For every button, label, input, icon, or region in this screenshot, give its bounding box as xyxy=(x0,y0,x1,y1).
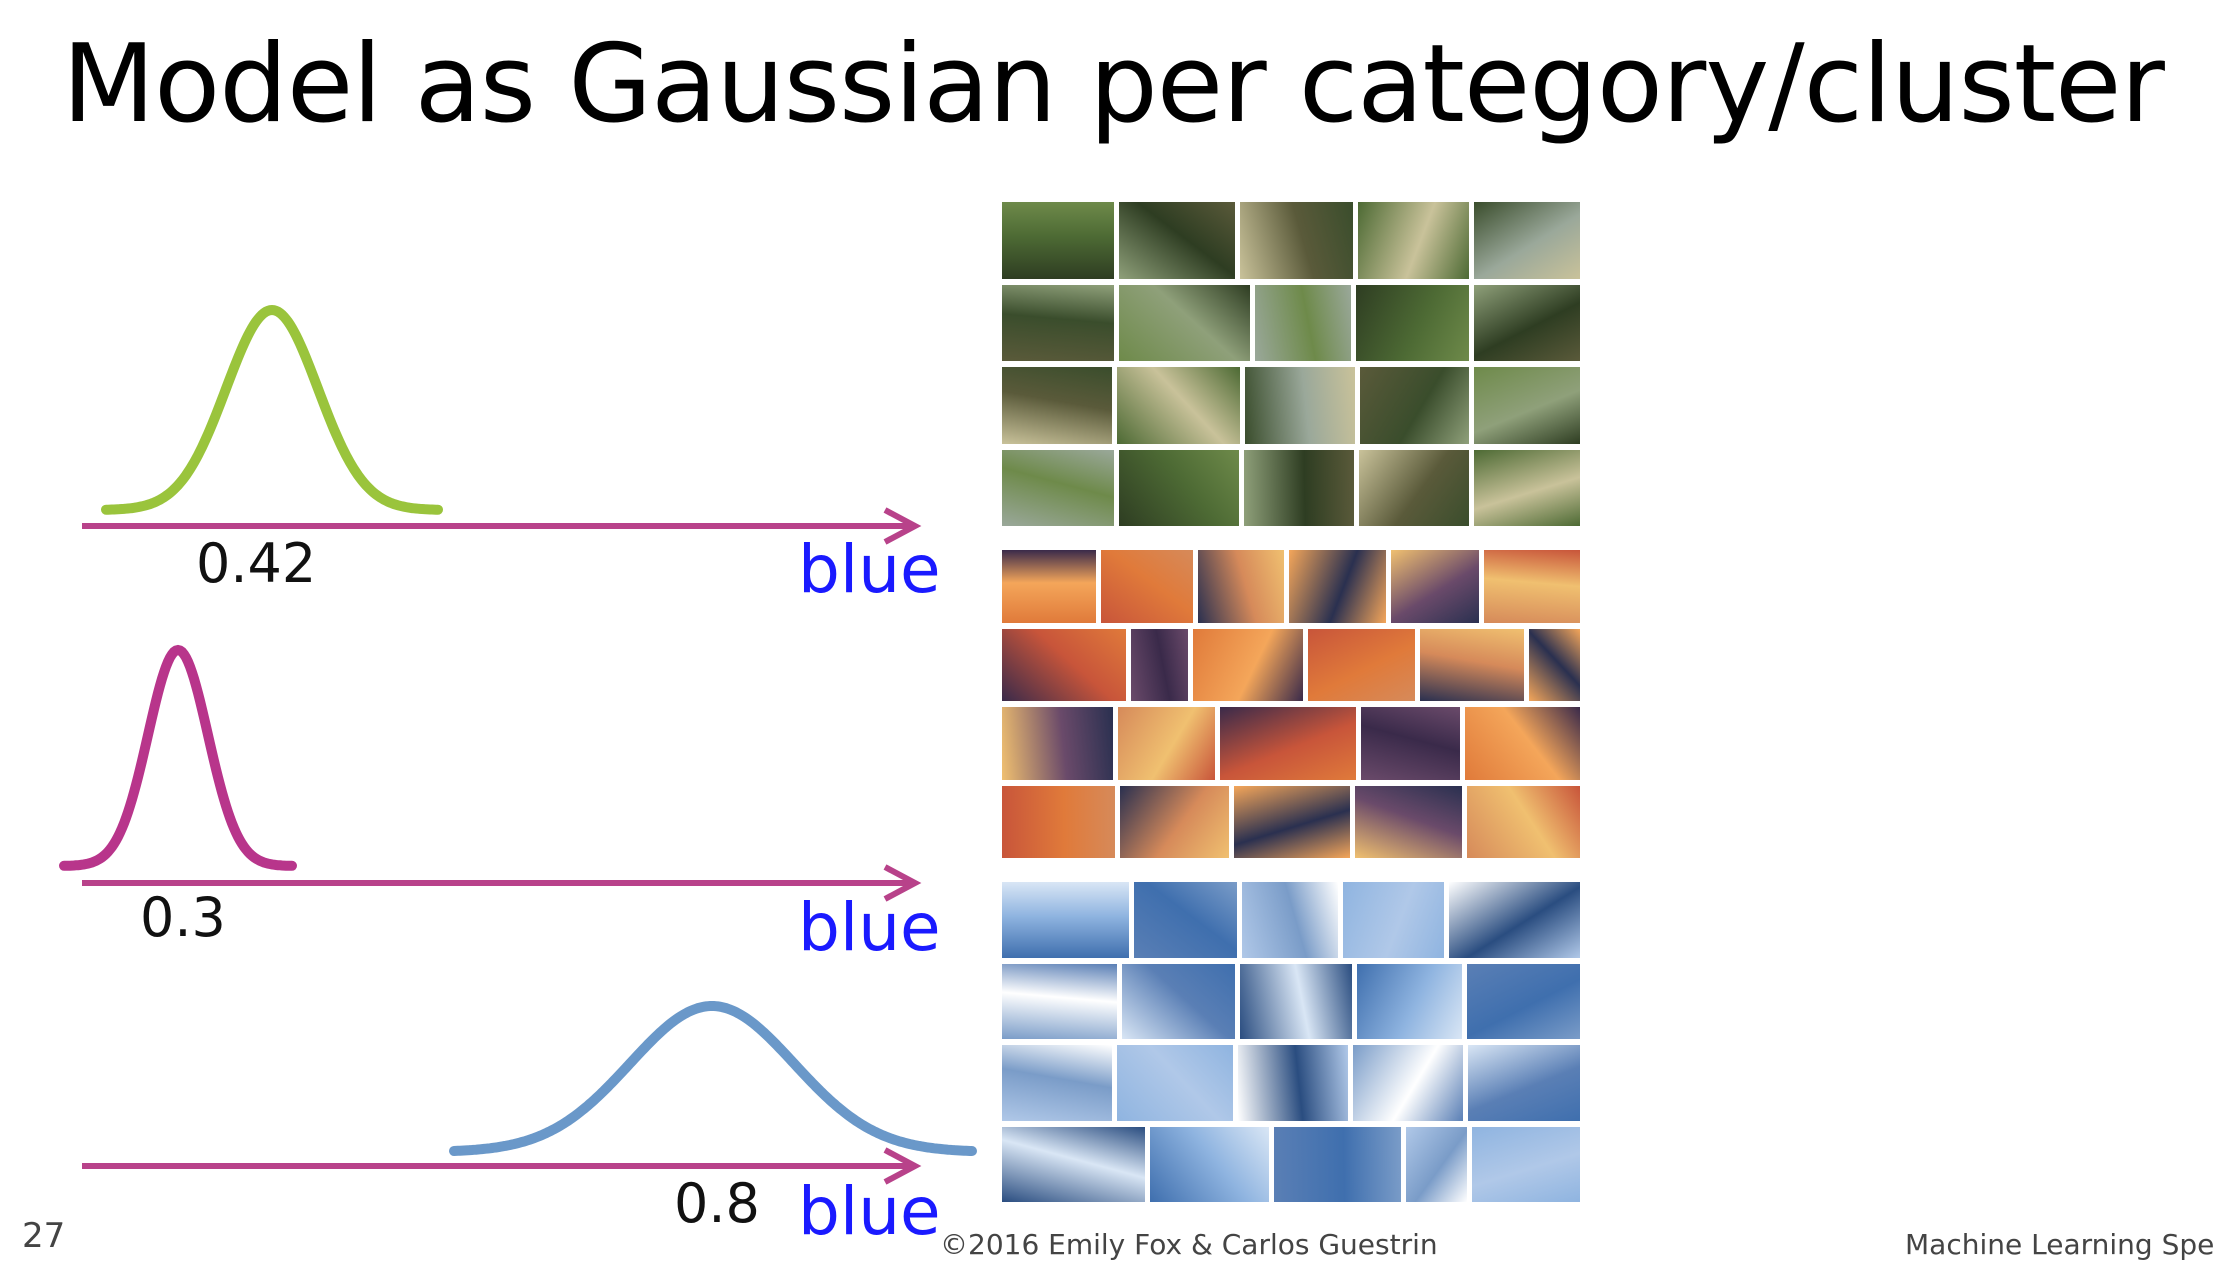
forest-thumbnail xyxy=(1118,202,1236,279)
cloud-axis-label: blue xyxy=(798,1173,941,1242)
sunset-arrowhead xyxy=(883,864,922,902)
forest-arrowhead xyxy=(883,507,922,545)
cloud-thumbnail xyxy=(1238,1045,1349,1121)
page-number: 27 xyxy=(22,1216,66,1256)
forest-thumbnail xyxy=(1002,284,1115,361)
slide-title: Model as Gaussian per category/cluster xyxy=(62,22,2165,147)
cloud-thumbnail xyxy=(1273,1126,1402,1202)
forest-thumbnail xyxy=(1244,367,1356,444)
forest-thumbnail xyxy=(1254,284,1352,361)
forest-thumbnail xyxy=(1002,449,1114,526)
sunset-thumbnail xyxy=(1002,628,1127,701)
sunset-thumbnail xyxy=(1288,550,1387,623)
sunset-thumbnail xyxy=(1219,707,1356,780)
cloud-thumbnail xyxy=(1002,963,1118,1039)
forest-thumbnail xyxy=(1357,202,1470,279)
cloud-image-grid xyxy=(1002,882,1580,1202)
cloud-thumbnail xyxy=(1353,1045,1463,1121)
sunset-thumbnail xyxy=(1131,628,1188,701)
cloud-thumbnail xyxy=(1002,1126,1145,1202)
cloud-mean-label: 0.8 xyxy=(674,1172,760,1235)
sunset-thumbnail xyxy=(1120,785,1230,858)
forest-thumbnail xyxy=(1002,202,1114,279)
forest-thumbnail xyxy=(1244,449,1354,526)
sunset-thumbnail xyxy=(1192,628,1303,701)
cloud-thumbnail xyxy=(1116,1045,1234,1121)
cloud-thumbnail xyxy=(1002,882,1129,958)
sunset-thumbnail xyxy=(1307,628,1416,701)
sunset-mean-label: 0.3 xyxy=(140,886,226,949)
sunset-thumbnail xyxy=(1100,550,1193,623)
cloud-thumbnail xyxy=(1133,882,1237,958)
forest-thumbnail xyxy=(1119,449,1239,526)
forest-thumbnail xyxy=(1240,202,1353,279)
cloud-thumbnail xyxy=(1406,1126,1467,1202)
forest-thumbnail xyxy=(1359,449,1469,526)
cloud-thumbnail xyxy=(1343,882,1445,958)
forest-thumbnail xyxy=(1474,449,1580,526)
sunset-thumbnail xyxy=(1002,707,1114,780)
sunset-thumbnail xyxy=(1484,550,1580,623)
forest-thumbnail xyxy=(1474,202,1580,279)
forest-image-grid xyxy=(1002,202,1580,526)
sunset-thumbnail xyxy=(1118,707,1215,780)
sunset-thumbnail xyxy=(1466,785,1580,858)
forest-thumbnail xyxy=(1473,284,1580,361)
sunset-thumbnail xyxy=(1002,785,1116,858)
sunset-thumbnail xyxy=(1529,628,1580,701)
forest-thumbnail xyxy=(1117,367,1240,444)
sunset-image-grid xyxy=(1002,550,1580,858)
sunset-thumbnail xyxy=(1360,707,1460,780)
forest-thumbnail xyxy=(1002,367,1113,444)
forest-thumbnail xyxy=(1360,367,1469,444)
cloud-arrowhead xyxy=(883,1147,922,1185)
forest-axis-label: blue xyxy=(798,531,941,608)
sunset-thumbnail xyxy=(1420,628,1525,701)
sunset-thumbnail xyxy=(1234,785,1350,858)
sunset-thumbnail xyxy=(1354,785,1462,858)
cloud-thumbnail xyxy=(1471,1126,1580,1202)
sunset-thumbnail xyxy=(1464,707,1580,780)
forest-mean-label: 0.42 xyxy=(196,532,316,595)
sunset-axis-label: blue xyxy=(798,889,941,966)
cloud-thumbnail xyxy=(1356,963,1462,1039)
forest-gaussian-curve xyxy=(101,304,443,515)
cloud-thumbnail xyxy=(1449,882,1580,958)
forest-thumbnail xyxy=(1356,284,1469,361)
footer-course: Machine Learning Speciali xyxy=(1905,1228,2214,1261)
cloud-thumbnail xyxy=(1122,963,1236,1039)
cloud-thumbnail xyxy=(1002,1045,1112,1121)
forest-thumbnail xyxy=(1119,284,1250,361)
cloud-thumbnail xyxy=(1240,963,1352,1039)
forest-thumbnail xyxy=(1473,367,1580,444)
sunset-thumbnail xyxy=(1391,550,1480,623)
sunset-thumbnail xyxy=(1002,550,1096,623)
cloud-thumbnail xyxy=(1149,1126,1269,1202)
footer-copyright: ©2016 Emily Fox & Carlos Guestrin xyxy=(940,1228,1438,1261)
cloud-thumbnail xyxy=(1241,882,1339,958)
cloud-thumbnail xyxy=(1466,963,1580,1039)
cloud-gaussian-curve xyxy=(449,1001,977,1156)
sunset-gaussian-curve xyxy=(59,644,297,871)
cloud-thumbnail xyxy=(1467,1045,1580,1121)
sunset-thumbnail xyxy=(1197,550,1284,623)
